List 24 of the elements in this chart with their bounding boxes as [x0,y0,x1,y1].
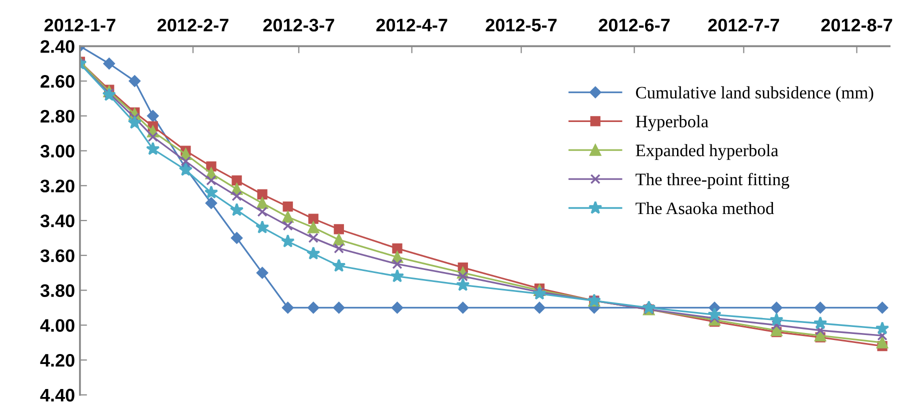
x-tick-label: 2012-2-7 [158,18,228,32]
y-tick-label: 3.20 [40,180,74,192]
x-tick-label: 2012-7-7 [708,18,780,32]
x-tick-label: 2012-5-7 [486,18,557,32]
y-tick-label: 2.40 [40,40,74,53]
x-tick-label: 2012-8-7 [821,18,892,32]
legend-label: The three-point fitting [636,172,790,189]
x-tick-label: 2012-1-7 [44,18,116,32]
y-tick-label: 2.60 [40,74,74,88]
y-tick-label: 4.20 [40,354,74,367]
x-tick-label: 2012-3-7 [263,18,334,32]
legend-label: Cumulative land subsidence (mm) [636,86,874,102]
legend-label: Expanded hyperbola [636,144,778,160]
y-tick-label: 4.40 [40,388,74,402]
legend-label: The Asaoka method [636,202,774,214]
y-tick-label: 3.60 [40,249,74,262]
y-tick-label: 3.80 [40,284,74,298]
y-tick-label: 3.40 [40,214,74,228]
legend-label: Hyperbola [636,115,708,131]
x-tick-label: 2012-4-7 [376,18,448,32]
x-tick-label: 2012-6-7 [598,18,670,32]
y-tick-label: 4.00 [40,319,74,332]
y-tick-label: 2.80 [40,110,74,123]
y-tick-label: 3.00 [40,144,74,158]
